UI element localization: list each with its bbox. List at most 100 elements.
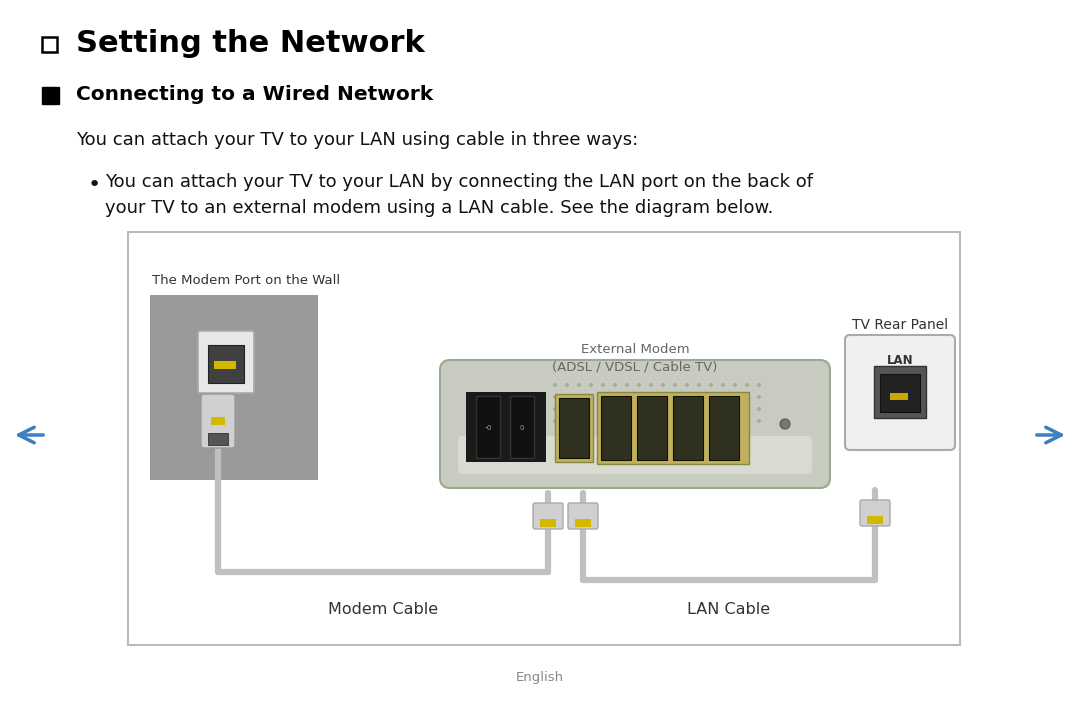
Bar [890, 393, 908, 400]
Circle shape [553, 407, 557, 411]
Circle shape [637, 383, 642, 387]
Circle shape [721, 383, 725, 387]
Circle shape [553, 395, 557, 399]
Circle shape [673, 395, 677, 399]
Circle shape [661, 395, 665, 399]
Circle shape [577, 419, 581, 423]
Bar [880, 374, 920, 412]
Circle shape [649, 383, 653, 387]
Bar [559, 398, 589, 458]
Circle shape [745, 407, 750, 411]
Text: Modem Cable: Modem Cable [328, 603, 438, 618]
Text: The Modem Port on the Wall: The Modem Port on the Wall [152, 274, 340, 287]
Text: o: o [519, 422, 524, 431]
Circle shape [625, 419, 629, 423]
Circle shape [613, 419, 617, 423]
Circle shape [553, 419, 557, 423]
Circle shape [685, 395, 689, 399]
Bar [208, 345, 244, 383]
FancyBboxPatch shape [568, 503, 598, 529]
Bar [465, 392, 546, 462]
Circle shape [733, 395, 737, 399]
Circle shape [565, 407, 569, 411]
Circle shape [708, 383, 713, 387]
Circle shape [661, 419, 665, 423]
Circle shape [637, 395, 642, 399]
Circle shape [613, 395, 617, 399]
Circle shape [589, 407, 593, 411]
Circle shape [721, 395, 725, 399]
Circle shape [649, 395, 653, 399]
Circle shape [625, 407, 629, 411]
Circle shape [780, 419, 789, 429]
Text: LAN Cable: LAN Cable [688, 603, 770, 618]
FancyBboxPatch shape [440, 360, 831, 488]
Circle shape [600, 395, 605, 399]
Circle shape [565, 383, 569, 387]
Circle shape [661, 383, 665, 387]
Circle shape [745, 395, 750, 399]
Circle shape [757, 407, 761, 411]
Bar [673, 396, 703, 460]
Bar [42, 37, 57, 52]
Circle shape [589, 395, 593, 399]
Circle shape [757, 383, 761, 387]
Circle shape [649, 419, 653, 423]
FancyBboxPatch shape [198, 331, 254, 393]
Circle shape [733, 383, 737, 387]
Circle shape [685, 419, 689, 423]
Circle shape [733, 407, 737, 411]
Text: Setting the Network: Setting the Network [76, 30, 424, 59]
Bar [597, 392, 750, 464]
Bar [42, 87, 59, 104]
Circle shape [745, 419, 750, 423]
Circle shape [649, 407, 653, 411]
Circle shape [625, 383, 629, 387]
Bar [129, 232, 960, 645]
Circle shape [685, 383, 689, 387]
Circle shape [721, 407, 725, 411]
Text: External Modem: External Modem [581, 343, 689, 356]
FancyBboxPatch shape [845, 335, 955, 450]
Circle shape [673, 407, 677, 411]
Bar [867, 516, 883, 524]
Circle shape [721, 419, 725, 423]
Text: •: • [87, 175, 102, 195]
Text: TV Rear Panel: TV Rear Panel [852, 318, 948, 332]
Circle shape [613, 383, 617, 387]
Circle shape [577, 395, 581, 399]
FancyBboxPatch shape [458, 436, 812, 474]
Circle shape [625, 395, 629, 399]
Circle shape [637, 419, 642, 423]
Bar [211, 417, 225, 425]
Bar [540, 519, 556, 527]
Circle shape [577, 407, 581, 411]
Bar [208, 433, 228, 445]
Circle shape [697, 383, 701, 387]
Circle shape [577, 383, 581, 387]
Circle shape [697, 419, 701, 423]
Circle shape [565, 395, 569, 399]
Text: (ADSL / VDSL / Cable TV): (ADSL / VDSL / Cable TV) [552, 361, 718, 374]
FancyBboxPatch shape [201, 394, 235, 448]
Text: You can attach your TV to your LAN by connecting the LAN port on the back of: You can attach your TV to your LAN by co… [105, 173, 813, 191]
Circle shape [613, 407, 617, 411]
Circle shape [708, 395, 713, 399]
Bar [637, 396, 667, 460]
Text: You can attach your TV to your LAN using cable in three ways:: You can attach your TV to your LAN using… [76, 131, 638, 149]
Circle shape [661, 407, 665, 411]
Bar [874, 366, 926, 418]
Text: English: English [516, 671, 564, 685]
Circle shape [553, 383, 557, 387]
Circle shape [565, 419, 569, 423]
Circle shape [757, 419, 761, 423]
Bar [214, 361, 237, 369]
FancyBboxPatch shape [860, 500, 890, 526]
Circle shape [673, 383, 677, 387]
Circle shape [673, 419, 677, 423]
Circle shape [697, 407, 701, 411]
Text: Connecting to a Wired Network: Connecting to a Wired Network [76, 85, 433, 104]
Circle shape [697, 395, 701, 399]
Circle shape [708, 407, 713, 411]
Circle shape [708, 419, 713, 423]
